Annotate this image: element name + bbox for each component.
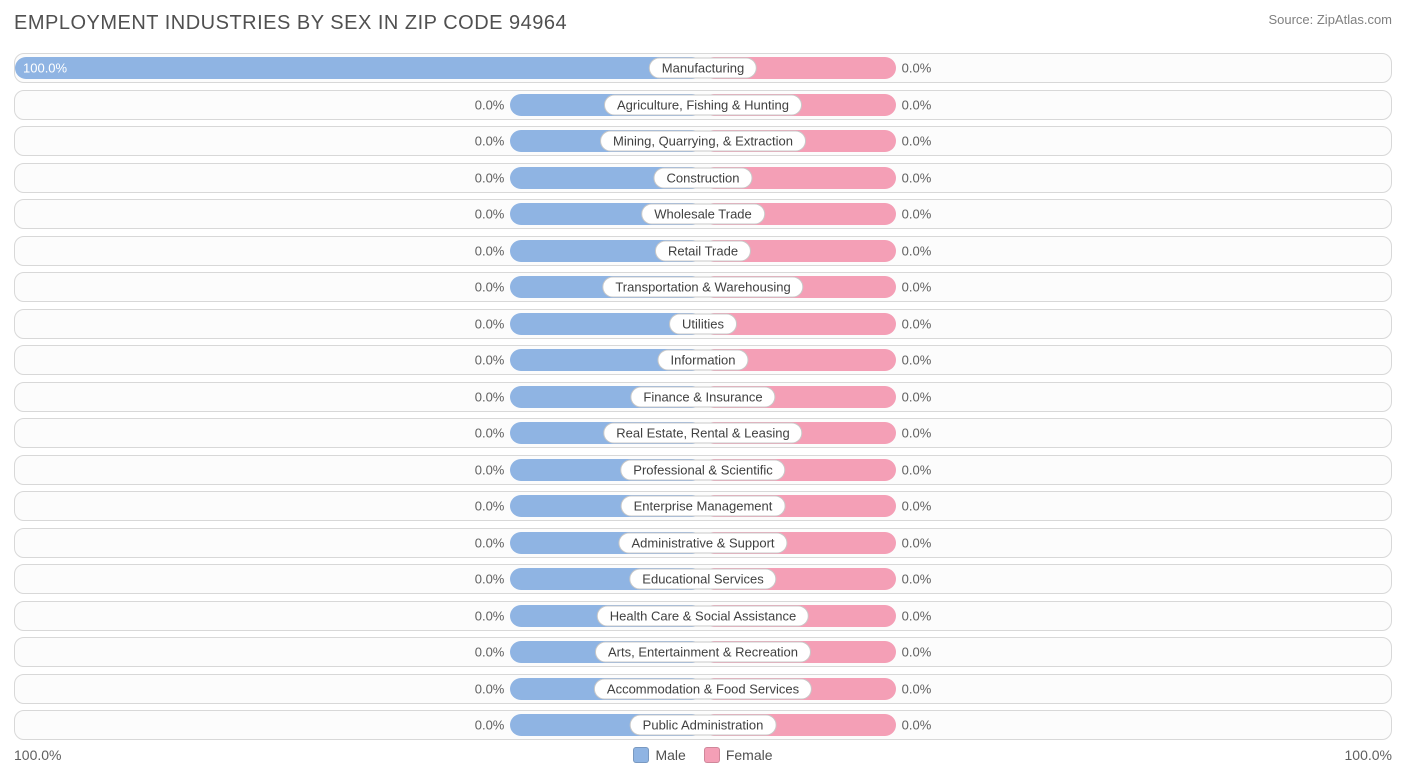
chart-row: 0.0% 0.0% Educational Services — [14, 564, 1392, 594]
category-label: Agriculture, Fishing & Hunting — [604, 94, 802, 115]
legend-item-male: Male — [633, 747, 685, 763]
value-label-female: 0.0% — [902, 535, 932, 550]
value-label-female: 0.0% — [902, 499, 932, 514]
legend-swatch-male — [633, 747, 649, 763]
chart-row: 0.0% 0.0% Enterprise Management — [14, 491, 1392, 521]
value-label-male: 0.0% — [475, 243, 505, 258]
axis-left-label: 100.0% — [14, 747, 61, 763]
value-label-male: 0.0% — [475, 462, 505, 477]
category-label: Information — [657, 350, 748, 371]
chart-row: 0.0% 0.0% Information — [14, 345, 1392, 375]
category-label: Public Administration — [630, 715, 777, 736]
category-label: Educational Services — [629, 569, 776, 590]
chart-container: EMPLOYMENT INDUSTRIES BY SEX IN ZIP CODE… — [0, 0, 1406, 776]
chart-row: 0.0% 0.0% Real Estate, Rental & Leasing — [14, 418, 1392, 448]
value-label-female: 0.0% — [902, 572, 932, 587]
value-label-female: 0.0% — [902, 462, 932, 477]
category-label: Enterprise Management — [621, 496, 786, 517]
category-label: Health Care & Social Assistance — [597, 605, 809, 626]
value-label-female: 0.0% — [902, 280, 932, 295]
value-label-female: 0.0% — [902, 316, 932, 331]
legend-swatch-female — [704, 747, 720, 763]
value-label-male: 0.0% — [475, 426, 505, 441]
chart-row: 0.0% 0.0% Finance & Insurance — [14, 382, 1392, 412]
category-label: Construction — [654, 167, 753, 188]
chart-row: 0.0% 0.0% Arts, Entertainment & Recreation — [14, 637, 1392, 667]
chart-row: 0.0% 0.0% Accommodation & Food Services — [14, 674, 1392, 704]
chart-rows: 100.0% 0.0% Manufacturing 0.0% 0.0% Agricultu… — [14, 53, 1392, 740]
value-label-male: 0.0% — [475, 645, 505, 660]
category-label: Wholesale Trade — [641, 204, 765, 225]
chart-row: 0.0% 0.0% Construction — [14, 163, 1392, 193]
value-label-male: 0.0% — [475, 608, 505, 623]
value-label-male: 0.0% — [475, 499, 505, 514]
value-label-female: 0.0% — [902, 207, 932, 222]
chart-row: 0.0% 0.0% Transportation & Warehousing — [14, 272, 1392, 302]
category-label: Real Estate, Rental & Leasing — [603, 423, 802, 444]
chart-footer: 100.0% Male Female 100.0% — [14, 747, 1392, 763]
chart-row: 0.0% 0.0% Mining, Quarrying, & Extraction — [14, 126, 1392, 156]
value-label-male: 0.0% — [475, 134, 505, 149]
value-label-male: 0.0% — [475, 389, 505, 404]
value-label-female: 0.0% — [902, 353, 932, 368]
chart-row: 100.0% 0.0% Manufacturing — [14, 53, 1392, 83]
value-label-female: 0.0% — [902, 681, 932, 696]
category-label: Manufacturing — [649, 58, 757, 79]
category-label: Professional & Scientific — [620, 459, 785, 480]
value-label-male: 0.0% — [475, 316, 505, 331]
value-label-female: 0.0% — [902, 97, 932, 112]
category-label: Administrative & Support — [618, 532, 787, 553]
legend: Male Female — [633, 747, 772, 763]
chart-header: EMPLOYMENT INDUSTRIES BY SEX IN ZIP CODE… — [14, 12, 1392, 35]
chart-row: 0.0% 0.0% Public Administration — [14, 710, 1392, 740]
category-label: Utilities — [669, 313, 737, 334]
value-label-male: 0.0% — [475, 207, 505, 222]
legend-label-female: Female — [726, 747, 773, 763]
value-label-female: 0.0% — [902, 608, 932, 623]
value-label-female: 0.0% — [902, 134, 932, 149]
chart-row: 0.0% 0.0% Health Care & Social Assistance — [14, 601, 1392, 631]
value-label-female: 0.0% — [902, 718, 932, 733]
chart-row: 0.0% 0.0% Agriculture, Fishing & Hunting — [14, 90, 1392, 120]
value-label-male: 100.0% — [23, 61, 67, 76]
value-label-female: 0.0% — [902, 243, 932, 258]
value-label-male: 0.0% — [475, 572, 505, 587]
axis-right-label: 100.0% — [1345, 747, 1392, 763]
value-label-female: 0.0% — [902, 426, 932, 441]
chart-row: 0.0% 0.0% Administrative & Support — [14, 528, 1392, 558]
chart-title: EMPLOYMENT INDUSTRIES BY SEX IN ZIP CODE… — [14, 12, 567, 35]
category-label: Arts, Entertainment & Recreation — [595, 642, 811, 663]
value-label-female: 0.0% — [902, 61, 932, 76]
category-label: Finance & Insurance — [630, 386, 775, 407]
legend-label-male: Male — [655, 747, 685, 763]
value-label-female: 0.0% — [902, 389, 932, 404]
bar-male — [15, 57, 703, 79]
value-label-male: 0.0% — [475, 353, 505, 368]
category-label: Mining, Quarrying, & Extraction — [600, 131, 806, 152]
value-label-male: 0.0% — [475, 718, 505, 733]
category-label: Retail Trade — [655, 240, 751, 261]
value-label-female: 0.0% — [902, 645, 932, 660]
chart-row: 0.0% 0.0% Professional & Scientific — [14, 455, 1392, 485]
chart-source: Source: ZipAtlas.com — [1268, 12, 1392, 27]
value-label-female: 0.0% — [902, 170, 932, 185]
chart-row: 0.0% 0.0% Wholesale Trade — [14, 199, 1392, 229]
value-label-male: 0.0% — [475, 681, 505, 696]
category-label: Transportation & Warehousing — [602, 277, 803, 298]
chart-row: 0.0% 0.0% Utilities — [14, 309, 1392, 339]
value-label-male: 0.0% — [475, 280, 505, 295]
value-label-male: 0.0% — [475, 170, 505, 185]
value-label-male: 0.0% — [475, 535, 505, 550]
chart-row: 0.0% 0.0% Retail Trade — [14, 236, 1392, 266]
legend-item-female: Female — [704, 747, 773, 763]
category-label: Accommodation & Food Services — [594, 678, 812, 699]
value-label-male: 0.0% — [475, 97, 505, 112]
